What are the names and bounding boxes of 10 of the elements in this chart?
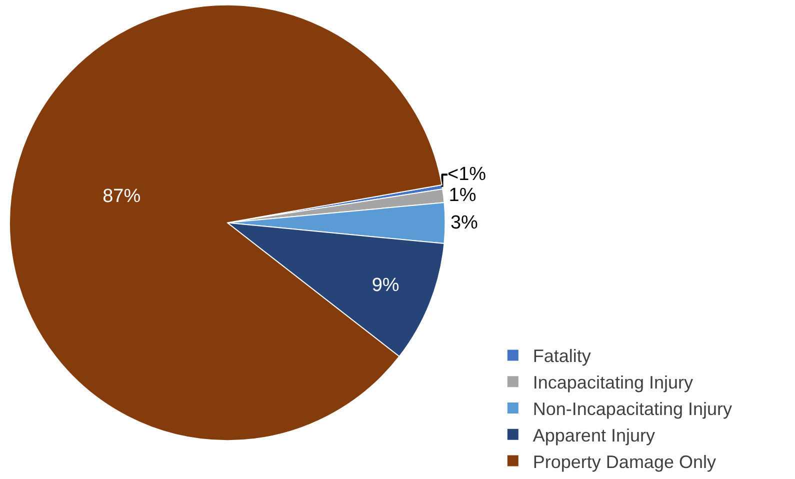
data-label: 1% <box>448 185 476 206</box>
data-label: 9% <box>372 275 400 296</box>
legend-label: Property Damage Only <box>532 452 716 472</box>
data-label: 3% <box>450 212 478 234</box>
data-label: 87% <box>102 186 141 207</box>
legend-label: Incapacitating Injury <box>532 372 693 393</box>
legend-label: Non-Incapacitating Injury <box>532 399 732 420</box>
legend-label: Apparent Injury <box>532 425 655 446</box>
legend-label: Fatality <box>532 346 591 366</box>
data-label: <1% <box>447 164 486 186</box>
